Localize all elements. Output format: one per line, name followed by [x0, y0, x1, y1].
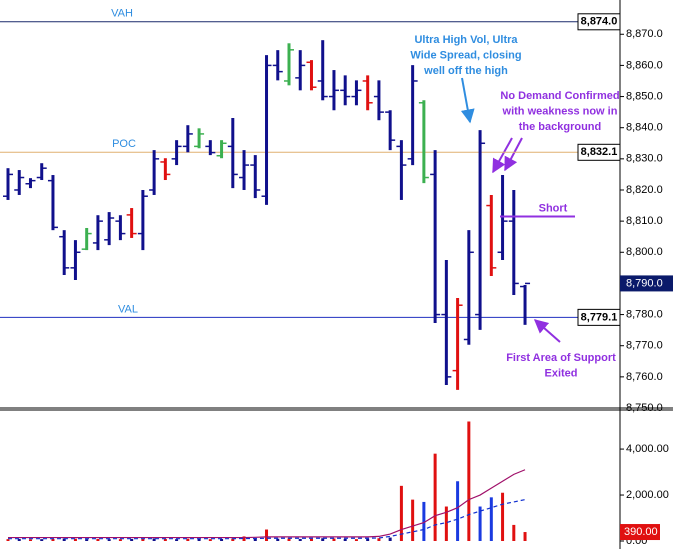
volume-bar — [141, 538, 145, 541]
y-tick-label: 8,840.0 — [626, 122, 663, 134]
volume-bar — [130, 538, 134, 541]
volume-bar — [118, 539, 122, 541]
level-label: 8,874.0 — [581, 16, 618, 28]
y-tick-label: 8,860.0 — [626, 59, 663, 71]
volume-bar — [220, 538, 224, 541]
y-tick-label: 8,830.0 — [626, 153, 663, 165]
volume-bar — [456, 481, 460, 541]
arrow — [533, 319, 561, 343]
y-tick-label: 4,000.00 — [626, 443, 669, 455]
annotation: Wide Spread, closing — [410, 49, 521, 61]
level-name: VAH — [111, 8, 133, 20]
volume-bar — [321, 538, 325, 541]
volume-bar — [467, 421, 471, 541]
volume-bar — [163, 538, 167, 541]
y-tick-label: 8,810.0 — [626, 215, 663, 227]
volume-bar — [343, 538, 347, 541]
volume-bar — [265, 529, 269, 541]
y-tick-label: 8,770.0 — [626, 340, 663, 352]
level-name: VAL — [118, 303, 138, 315]
moving-average — [8, 469, 526, 539]
annotation: Ultra High Vol, Ultra — [414, 34, 518, 46]
level-label: 8,779.1 — [581, 311, 618, 323]
volume-bar — [523, 532, 527, 541]
level-name: POC — [112, 138, 136, 150]
last-volume-box — [620, 524, 660, 541]
volume-bar — [197, 538, 201, 541]
volume-bar — [354, 539, 358, 541]
volume-bar — [253, 538, 257, 541]
volume-bar — [377, 538, 381, 541]
annotation: First Area of Support — [506, 352, 616, 364]
volume-bar — [73, 538, 77, 541]
volume-bar — [107, 539, 111, 541]
last-price-box — [620, 275, 673, 292]
volume-bar — [17, 538, 21, 541]
volume-bar — [399, 485, 403, 541]
arrow — [504, 137, 523, 172]
volume-bar — [40, 539, 44, 541]
level-box — [577, 143, 621, 161]
volume-bar — [433, 453, 437, 541]
annotation: Exited — [544, 367, 577, 379]
level-box — [577, 13, 621, 31]
volume-bar — [152, 538, 156, 541]
volume-bar — [231, 538, 235, 541]
short-label: Short — [539, 202, 568, 214]
annotation: well off the high — [423, 65, 508, 77]
volume-bar — [512, 524, 516, 541]
volume-bar — [186, 538, 190, 541]
volume-bar — [96, 538, 100, 541]
volume-bar — [175, 539, 179, 541]
volume-bar — [85, 539, 89, 541]
volume-bar — [208, 539, 212, 541]
volume-bar — [501, 492, 505, 541]
volume-bar — [28, 539, 32, 541]
volume-bar — [51, 538, 55, 541]
y-tick-label: 8,750.0 — [626, 402, 663, 414]
arrow — [492, 137, 513, 174]
last-volume-label: 390.00 — [624, 526, 658, 538]
annotation: No Demand Confirmed — [500, 90, 619, 102]
annotation: the background — [519, 121, 602, 133]
y-tick-label: 8,820.0 — [626, 184, 663, 196]
y-tick-label: 2,000.00 — [626, 489, 669, 501]
volume-bar — [332, 538, 336, 541]
volume-bar — [6, 539, 10, 541]
volume-bar — [411, 499, 415, 541]
last-price-label: 8,790.0 — [626, 277, 663, 289]
level-label: 8,832.1 — [581, 146, 618, 158]
volume-bar — [62, 538, 66, 541]
y-tick-label: 8,780.0 — [626, 308, 663, 320]
moving-average — [8, 499, 526, 540]
y-tick-label: 8,760.0 — [626, 371, 663, 383]
level-box — [577, 308, 621, 326]
volume-bar — [287, 538, 291, 541]
volume-bar — [309, 538, 313, 541]
volume-bar — [366, 538, 370, 541]
volume-bar — [242, 536, 246, 541]
volume-bar — [478, 506, 482, 541]
volume-bar — [489, 497, 493, 541]
y-tick-label: 8,850.0 — [626, 90, 663, 102]
volume-bar — [276, 538, 280, 541]
volume-bar — [298, 538, 302, 541]
arrow — [460, 77, 475, 124]
annotation: with weakness now in — [502, 105, 618, 117]
y-tick-label: 8,800.0 — [626, 246, 663, 258]
volume-bar — [388, 537, 392, 541]
y-tick-label: 8,870.0 — [626, 28, 663, 40]
volume-bar — [444, 506, 448, 541]
volume-bar — [422, 501, 426, 541]
